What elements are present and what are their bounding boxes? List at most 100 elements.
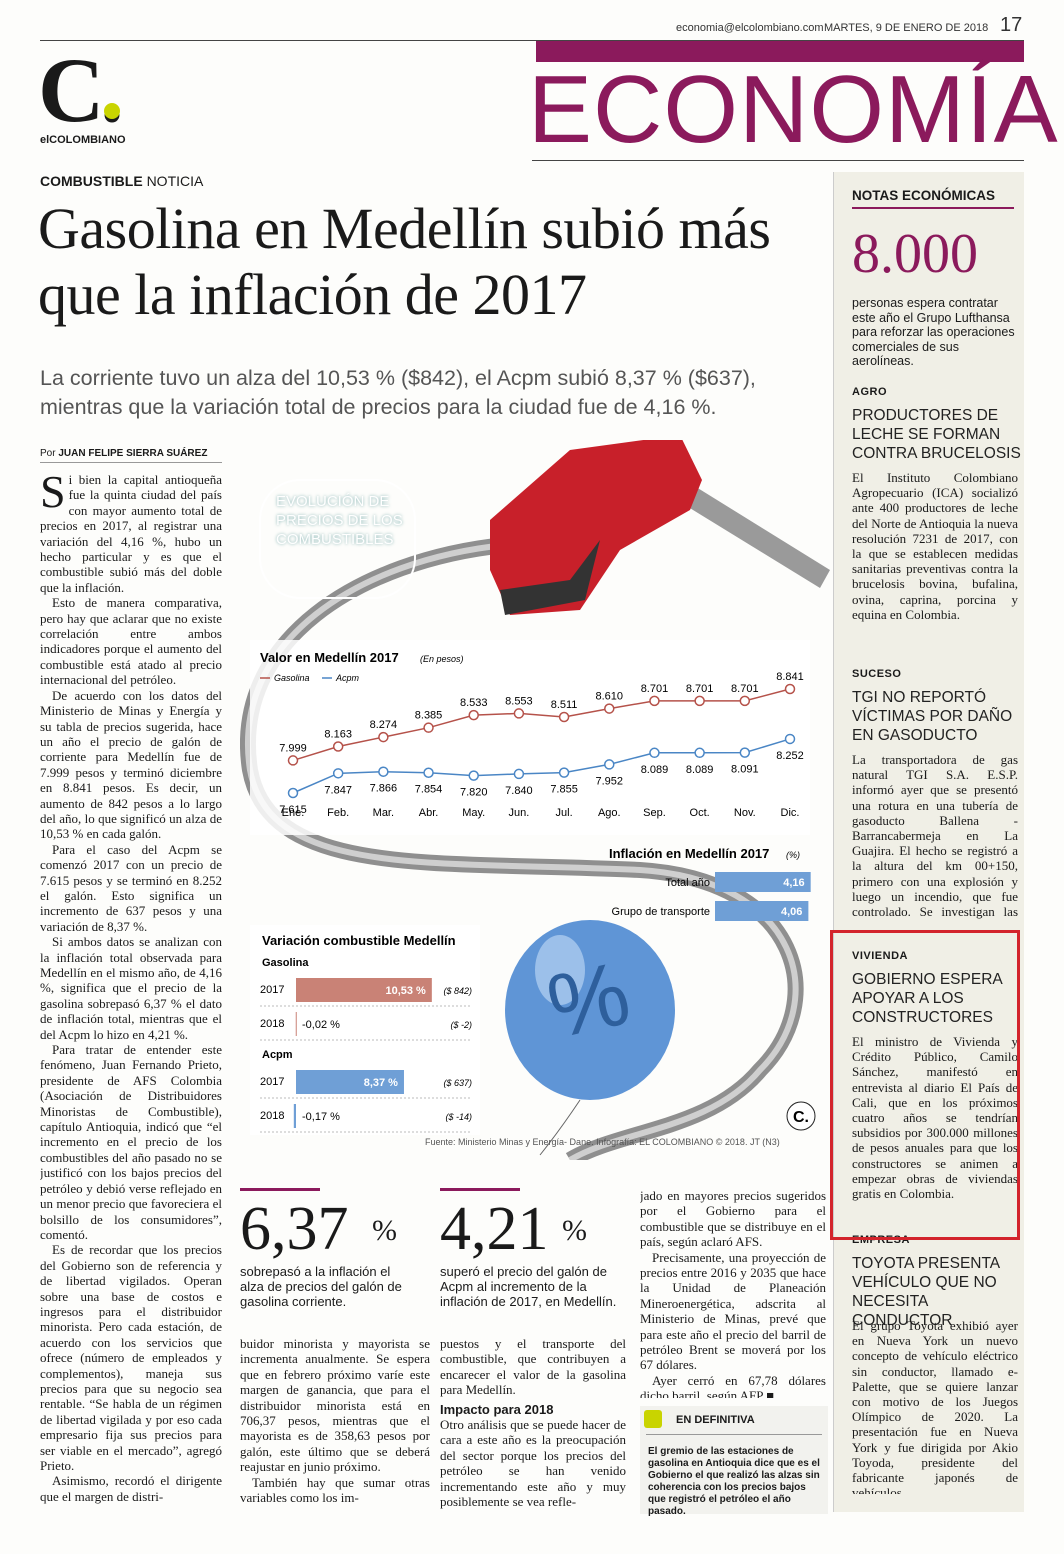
bar-value-label: 4,16 [783,877,804,889]
paragraph: También hay que sumar otras variables co… [240,1474,430,1506]
series-line [292,688,791,762]
x-tick-label: Nov. [734,807,756,819]
data-label: 8.841 [776,671,804,683]
data-point [739,747,751,758]
balloon-string [539,1099,581,1156]
data-label: 8.089 [641,764,669,776]
logo-mark: C. [38,39,123,141]
email: economia@elcolombiano.com [676,22,824,34]
paragraph: jado en mayores precios sugeridos por el… [640,1188,826,1250]
data-point [513,768,525,780]
logo-name: elCOLOMBIANO [40,134,126,146]
nozzle [490,440,702,615]
data-label: 7.866 [370,783,398,795]
byline-rule [40,462,222,463]
highlight-rule [440,1188,520,1191]
summary-text: El gremio de las estaciones de gasolina … [648,1446,820,1517]
article-column: Si bien la capital antioqueña fue la qui… [40,472,222,1516]
bar-category: Total año [665,877,710,889]
byline: Por JUAN FELIPE SIERRA SUÁREZ [40,448,207,459]
data-point [694,695,705,707]
data-point [332,741,344,752]
bar-category: 2017 [260,1076,284,1088]
data-point [784,683,796,695]
data-label: 8.533 [460,697,488,709]
data-label: 7.854 [415,784,443,796]
bar [296,978,432,1002]
chart-title: Variación combustible Medellín [262,933,456,948]
series-line [292,738,791,794]
data-label: 8.163 [324,729,352,741]
chart-title: Inflación en Medellín 2017 [609,846,769,861]
data-label: 7.847 [324,784,352,796]
bar [296,1070,404,1094]
paragraph: Si ambos datos se analizan con la inflac… [40,934,222,1042]
bar-category: Grupo de transporte [612,906,710,918]
highlight-text: superó el precio del galón de Acpm al in… [440,1264,617,1309]
highlight-rule [240,1188,320,1191]
page-number: 17 [1000,14,1023,36]
note-body: El Instituto Colombiano Agropecuario (IC… [852,470,1018,622]
data-label: 8.553 [505,695,533,707]
paragraph: De acuerdo con los datos del Ministerio … [40,687,222,842]
bar [293,1104,296,1128]
paragraph: Para tratar de entender este fenómeno, J… [40,1042,222,1242]
kicker-topic: COMBUSTIBLE [40,173,143,189]
x-tick-label: May. [462,807,485,819]
data-point [739,695,751,707]
amount-label: ($ -14) [445,1112,472,1122]
bar-value-label: -0,02 % [302,1019,340,1031]
data-point [558,767,570,778]
data-point [468,709,479,721]
x-tick-label: Jul. [556,807,573,819]
subheading: Impacto para 2018 [440,1401,554,1417]
data-point [784,733,796,745]
summary-rule [646,1434,822,1435]
sidebar-figure-text: personas espera contratar este año el Gr… [852,296,1015,368]
data-label: 8.385 [415,710,443,722]
data-label: 8.511 [551,699,578,711]
kicker: COMBUSTIBLE NOTICIA [40,173,203,189]
note-headline: TGI NO REPORTÓ VÍCTIMAS POR DAÑO EN GASO… [852,689,1013,744]
data-point [649,695,660,707]
data-label: 8.274 [370,719,398,731]
highlight-unit: % [562,1214,587,1247]
data-point [558,711,570,723]
bar-value-label: 10,53 % [385,985,426,997]
title-frame [259,479,416,599]
paragraph: Para el caso del Acpm se comenzó 2017 co… [40,841,222,934]
note-body: El ministro de Vivienda y Crédito Públic… [852,1034,1018,1202]
paragraph: puestos y el transporte del combustible,… [440,1336,626,1398]
data-label: 7.840 [505,785,533,797]
paragraph: Esto de manera comparativa, pero hay que… [40,595,222,688]
sidebar-title-rule [852,207,1014,209]
x-tick-label: Jun. [509,807,530,819]
data-label: 8.701 [641,683,669,695]
paragraph: Otro análisis que se puede hacer de cara… [440,1417,626,1510]
note-headline: GOBIERNO ESPERA APOYAR A LOS CONSTRUCTOR… [852,971,1002,1026]
byline-name: JUAN FELIPE SIERRA SUÁREZ [58,448,208,459]
note-body: El grupo Toyota exhibió ayer en Nueva Yo… [852,1318,1018,1494]
data-point [513,708,525,719]
data-label: 7.999 [279,742,307,754]
data-point [604,759,615,770]
top-rule [40,40,1024,41]
group-label: Acpm [262,1049,293,1061]
article-column: jado en mayores precios sugeridos por el… [640,1188,826,1398]
data-point [287,755,299,766]
data-label: 8.089 [686,764,714,776]
x-tick-label: Ago. [598,807,621,819]
amount-label: ($ 842) [443,986,472,996]
paragraph: Asimismo, recordó el dirigente que el ma… [40,1473,222,1504]
summary-box: EN DEFINITIVA El gremio de las estacione… [640,1406,828,1517]
data-point [649,747,660,759]
data-label: 7.615 [279,804,307,816]
highlight-frame [830,930,1020,1240]
data-point [694,747,705,759]
chart-unit-note: (En pesos) [420,654,464,664]
data-point [604,703,615,714]
bar [715,872,811,892]
x-tick-label: Feb. [327,807,349,819]
amount-label: ($ 637) [443,1078,472,1088]
amount-label: ($ -2) [450,1020,472,1030]
